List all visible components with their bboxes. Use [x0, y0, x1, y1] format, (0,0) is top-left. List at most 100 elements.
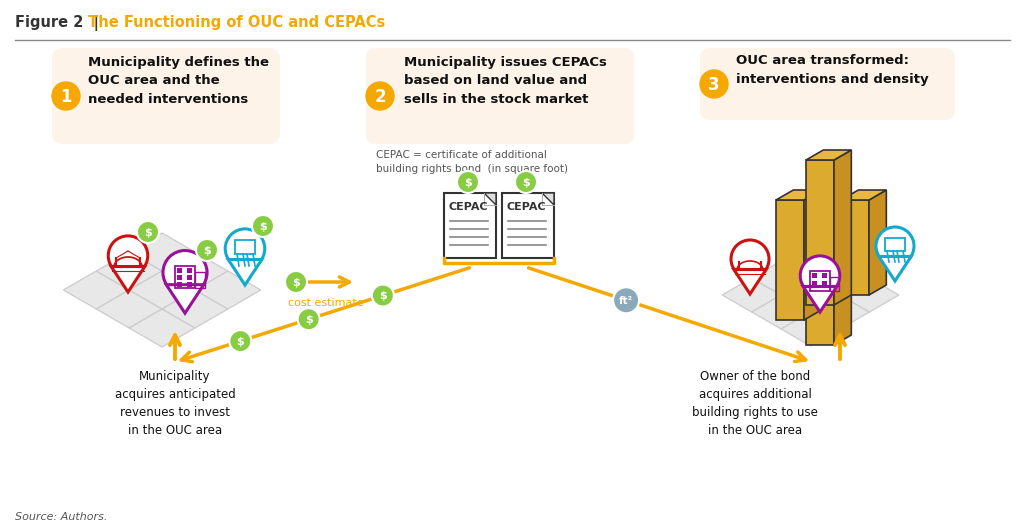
Circle shape — [137, 221, 159, 243]
Bar — [195, 272, 205, 288]
Polygon shape — [806, 160, 834, 305]
Text: Municipality defines the
OUC area and the
needed interventions: Municipality defines the OUC area and th… — [88, 56, 269, 106]
Polygon shape — [834, 150, 851, 305]
Polygon shape — [811, 295, 869, 329]
Text: CEPAC: CEPAC — [506, 202, 546, 212]
Circle shape — [613, 287, 639, 313]
Polygon shape — [841, 190, 887, 200]
Polygon shape — [129, 271, 195, 309]
Bar — [234, 240, 255, 254]
Polygon shape — [804, 190, 821, 320]
Text: Owner of the bond
acquires additional
building rights to use
in the OUC area: Owner of the bond acquires additional bu… — [692, 370, 818, 437]
Text: $: $ — [237, 337, 244, 347]
Bar — [822, 281, 827, 286]
Polygon shape — [752, 261, 811, 295]
Bar — [187, 268, 193, 273]
Polygon shape — [776, 200, 804, 320]
Polygon shape — [806, 270, 851, 280]
Polygon shape — [542, 193, 554, 205]
Text: CEPAC = certificate of additional
building rights bond  (in square foot): CEPAC = certificate of additional buildi… — [376, 150, 568, 174]
Polygon shape — [806, 280, 834, 345]
Circle shape — [52, 82, 80, 110]
Text: $: $ — [292, 278, 300, 287]
Bar — [812, 273, 817, 278]
Text: Figure 2  |: Figure 2 | — [15, 15, 104, 31]
Text: $: $ — [379, 291, 387, 301]
Text: 2: 2 — [374, 87, 386, 105]
Circle shape — [225, 229, 265, 268]
Polygon shape — [162, 290, 228, 328]
Text: 3: 3 — [709, 75, 720, 93]
Bar — [885, 238, 905, 251]
Text: CEPAC: CEPAC — [449, 202, 487, 212]
Circle shape — [229, 330, 251, 352]
Bar — [822, 273, 827, 278]
FancyBboxPatch shape — [366, 48, 634, 144]
Circle shape — [800, 256, 840, 295]
Text: Municipality issues CEPACs
based on land value and
sells in the stock market: Municipality issues CEPACs based on land… — [404, 56, 607, 106]
Circle shape — [876, 227, 914, 265]
Polygon shape — [228, 260, 262, 285]
Text: The Functioning of OUC and CEPACs: The Functioning of OUC and CEPACs — [83, 15, 385, 30]
Circle shape — [700, 70, 728, 98]
Circle shape — [515, 171, 537, 193]
Bar — [177, 268, 182, 273]
Polygon shape — [166, 285, 204, 313]
Text: $: $ — [203, 245, 211, 255]
Polygon shape — [96, 252, 162, 290]
Polygon shape — [129, 233, 195, 271]
Circle shape — [109, 236, 147, 276]
Polygon shape — [781, 312, 840, 346]
Text: $: $ — [464, 178, 472, 188]
Text: 1: 1 — [60, 87, 72, 105]
Text: ft²: ft² — [620, 296, 633, 306]
Polygon shape — [162, 252, 228, 290]
Polygon shape — [841, 200, 869, 295]
Polygon shape — [840, 278, 899, 312]
Polygon shape — [803, 287, 837, 312]
Bar — [502, 193, 554, 258]
Bar — [187, 282, 193, 287]
Polygon shape — [781, 278, 840, 312]
Text: Municipality
acquires anticipated
revenues to invest
in the OUC area: Municipality acquires anticipated revenu… — [115, 370, 236, 437]
Bar — [830, 277, 839, 291]
Text: $: $ — [144, 227, 152, 237]
Circle shape — [366, 82, 394, 110]
FancyBboxPatch shape — [52, 48, 280, 144]
Polygon shape — [129, 309, 195, 347]
Circle shape — [298, 308, 319, 330]
Bar — [444, 193, 496, 258]
FancyBboxPatch shape — [700, 48, 955, 120]
Polygon shape — [879, 257, 911, 281]
Polygon shape — [811, 261, 869, 295]
Polygon shape — [752, 295, 811, 329]
Circle shape — [285, 271, 307, 293]
Circle shape — [196, 239, 218, 261]
Polygon shape — [776, 190, 821, 200]
Polygon shape — [484, 193, 496, 205]
Text: $: $ — [259, 222, 267, 232]
Text: OUC area transformed:
interventions and density: OUC area transformed: interventions and … — [736, 54, 929, 85]
Bar — [175, 266, 195, 288]
Bar — [810, 271, 830, 291]
Circle shape — [731, 240, 769, 278]
Polygon shape — [869, 190, 887, 295]
Polygon shape — [722, 278, 781, 312]
Bar — [187, 275, 193, 280]
Polygon shape — [834, 270, 851, 345]
Polygon shape — [806, 150, 851, 160]
Text: Source: Authors.: Source: Authors. — [15, 512, 108, 522]
Circle shape — [163, 251, 207, 295]
Polygon shape — [96, 290, 162, 328]
Polygon shape — [734, 269, 766, 294]
Polygon shape — [112, 267, 144, 292]
Text: cost estimate: cost estimate — [288, 298, 364, 308]
Circle shape — [372, 285, 394, 306]
Bar — [812, 281, 817, 286]
Circle shape — [252, 215, 274, 237]
Text: $: $ — [305, 315, 312, 325]
Bar — [177, 282, 182, 287]
Polygon shape — [195, 271, 261, 309]
Circle shape — [457, 171, 479, 193]
Polygon shape — [63, 271, 129, 309]
